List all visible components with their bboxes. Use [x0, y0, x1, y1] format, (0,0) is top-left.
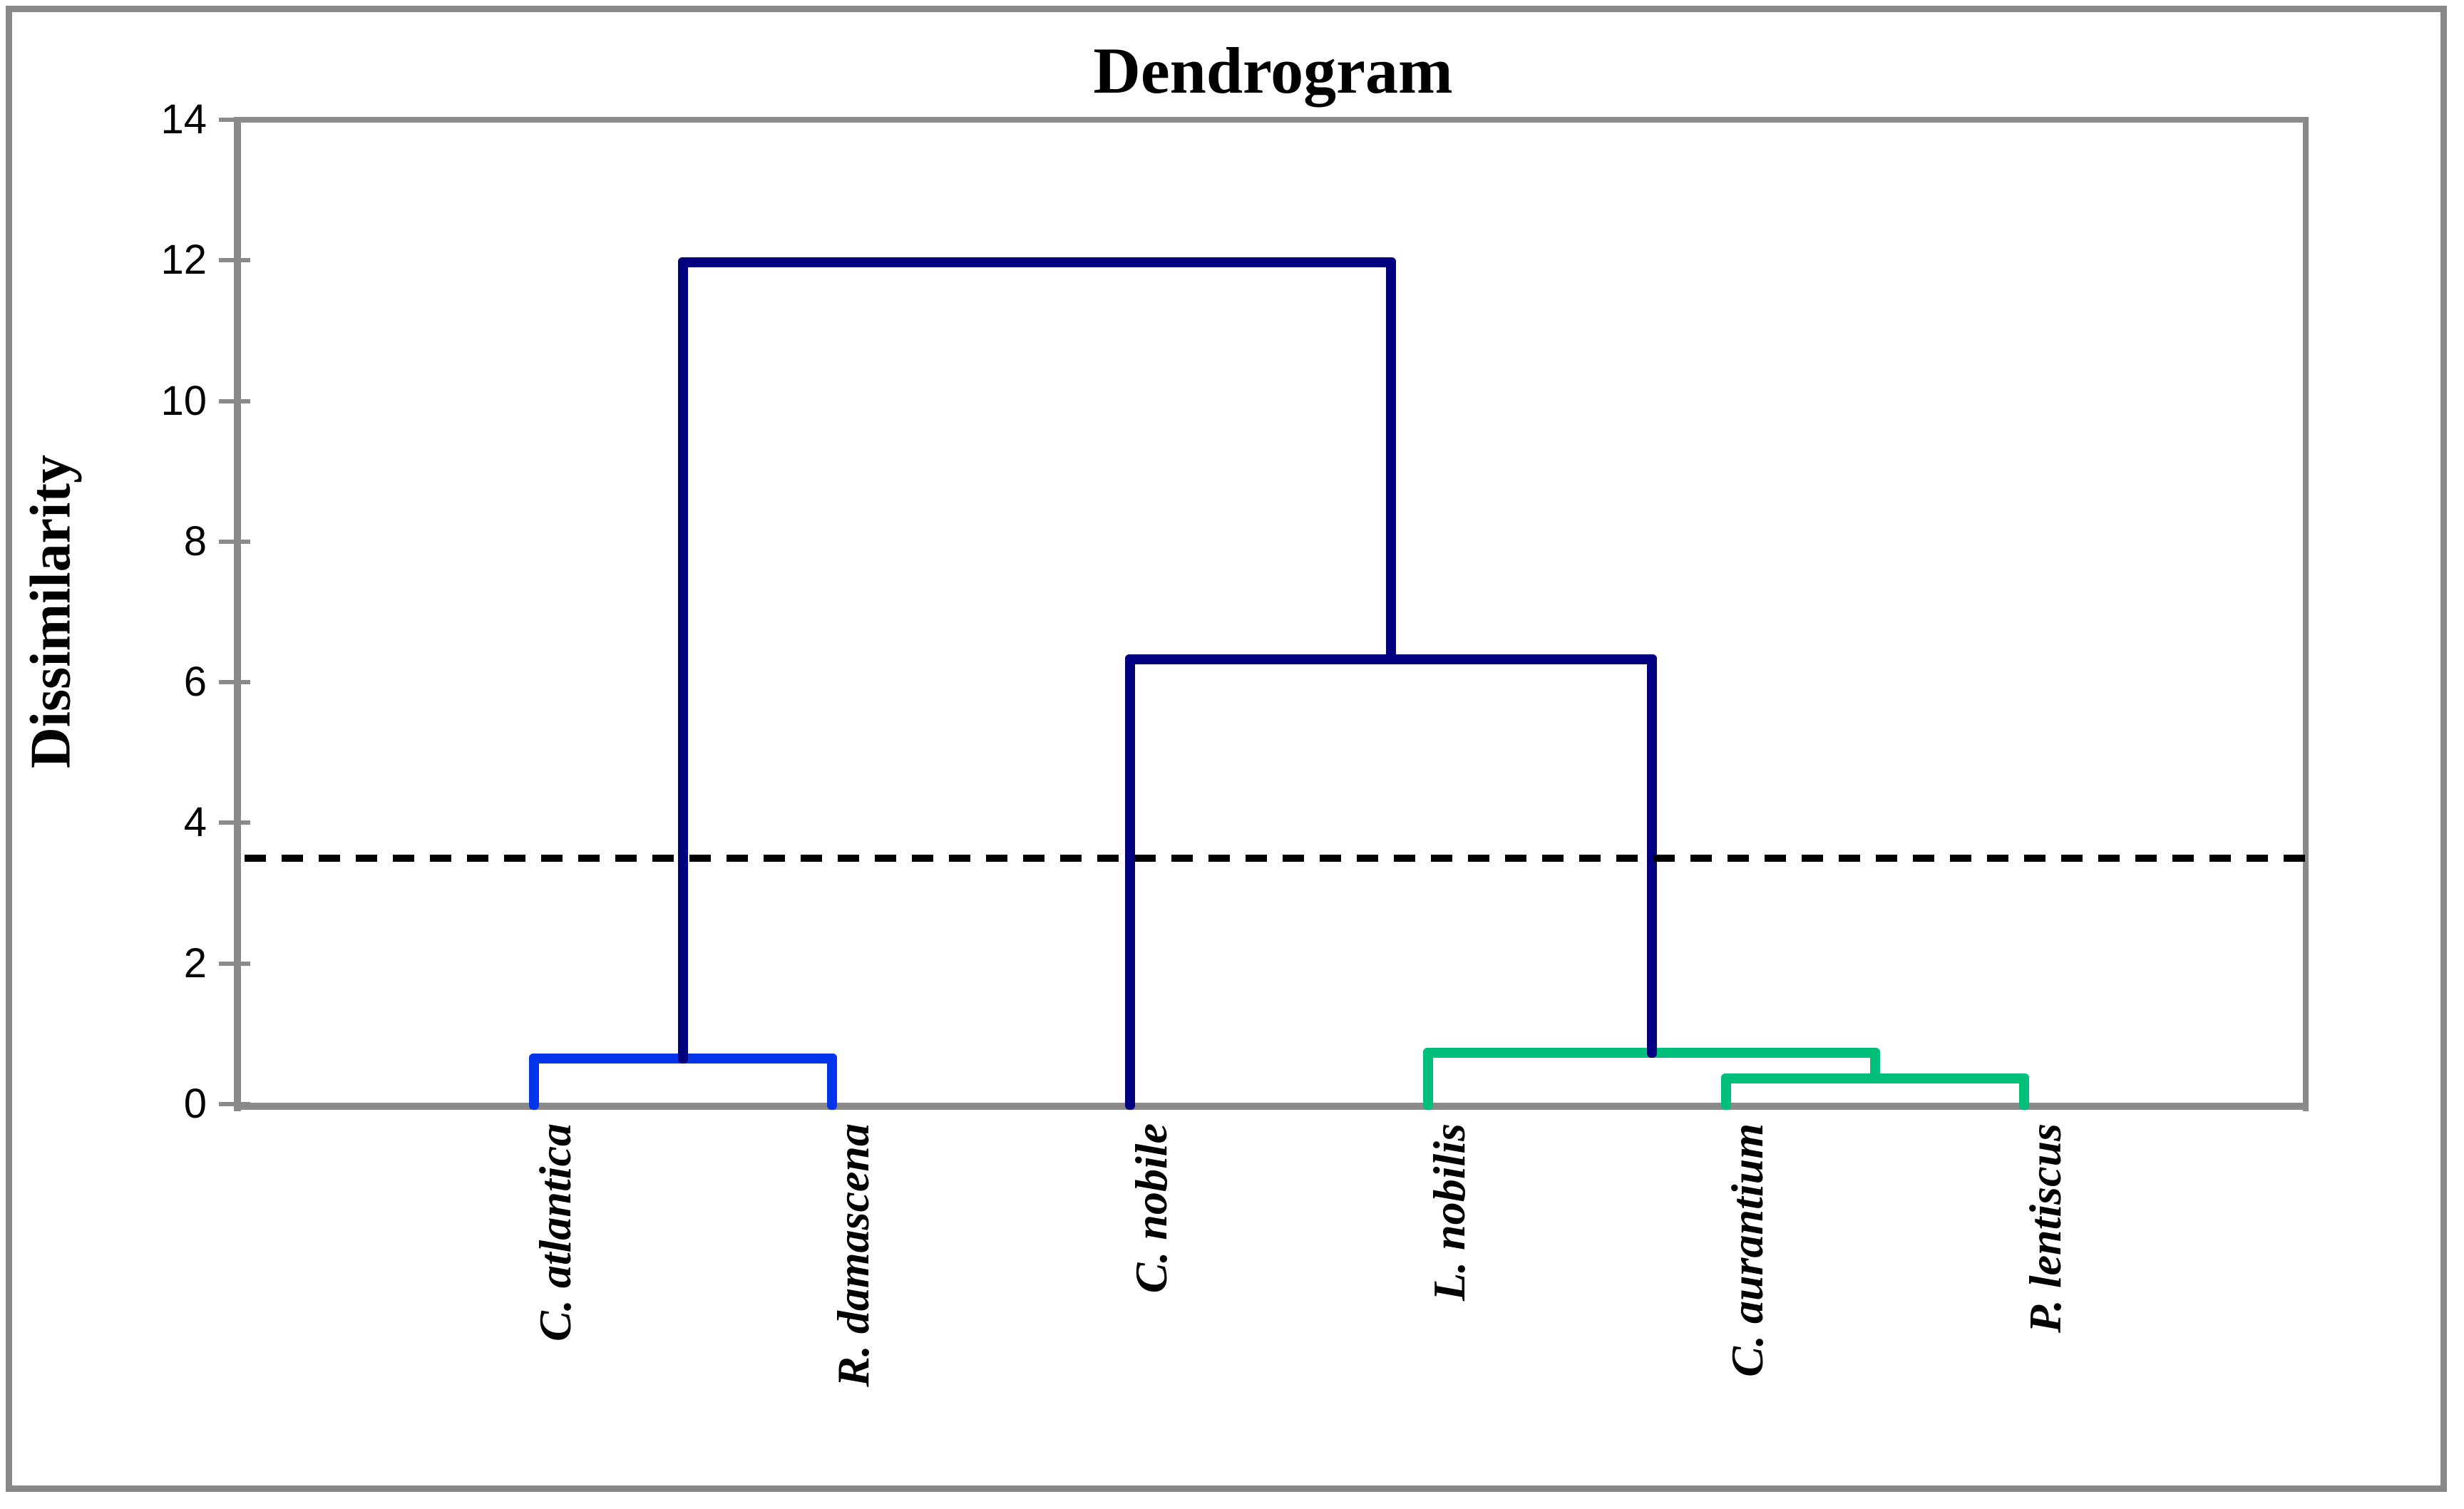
threshold-line — [245, 854, 2306, 862]
y-axis-line — [234, 117, 241, 1111]
link-stem — [827, 1053, 837, 1110]
y-axis-title-text: Dissimilarity — [19, 455, 83, 768]
link-stem — [1721, 1073, 1731, 1110]
link-stem — [529, 1053, 539, 1110]
y-tick-label: 12 — [160, 237, 207, 284]
leaf-label: P. lentiscus — [2020, 1123, 2070, 1333]
y-tick — [219, 961, 250, 966]
y-tick-label: 14 — [160, 96, 207, 143]
link-stem — [678, 257, 688, 1063]
leaf-label: C. atlantica — [530, 1123, 580, 1341]
y-tick-label: 8 — [183, 517, 207, 565]
leaf-label: C. aurantium — [1722, 1123, 1772, 1377]
leaf-label: R. damascena — [828, 1123, 878, 1387]
link-stem — [1423, 1047, 1433, 1110]
y-tick-label: 10 — [160, 377, 207, 424]
y-tick — [219, 1102, 250, 1106]
plot-border-top — [234, 117, 2309, 123]
leaf-label: L. nobilis — [1424, 1123, 1474, 1301]
link-stem — [1125, 654, 1135, 1110]
chart-title: Dendrogram — [1093, 34, 1453, 107]
y-tick — [219, 539, 250, 544]
link-stem — [1385, 257, 1396, 664]
leaf-label: C. nobile — [1126, 1123, 1176, 1294]
y-tick — [219, 820, 250, 825]
y-tick — [219, 680, 250, 685]
y-tick — [219, 118, 250, 122]
link-stem — [1870, 1047, 1880, 1083]
y-tick — [219, 398, 250, 403]
x-axis-line — [234, 1103, 2309, 1110]
link-bar — [678, 257, 1396, 268]
y-tick-label: 6 — [183, 659, 207, 706]
y-tick-label: 2 — [183, 939, 207, 987]
y-tick-label: 4 — [183, 799, 207, 846]
y-tick — [219, 258, 250, 263]
plot-border-right — [2303, 117, 2309, 1111]
y-tick-label: 0 — [183, 1081, 207, 1127]
link-stem — [2019, 1073, 2029, 1110]
figure-frame — [6, 6, 2447, 1492]
